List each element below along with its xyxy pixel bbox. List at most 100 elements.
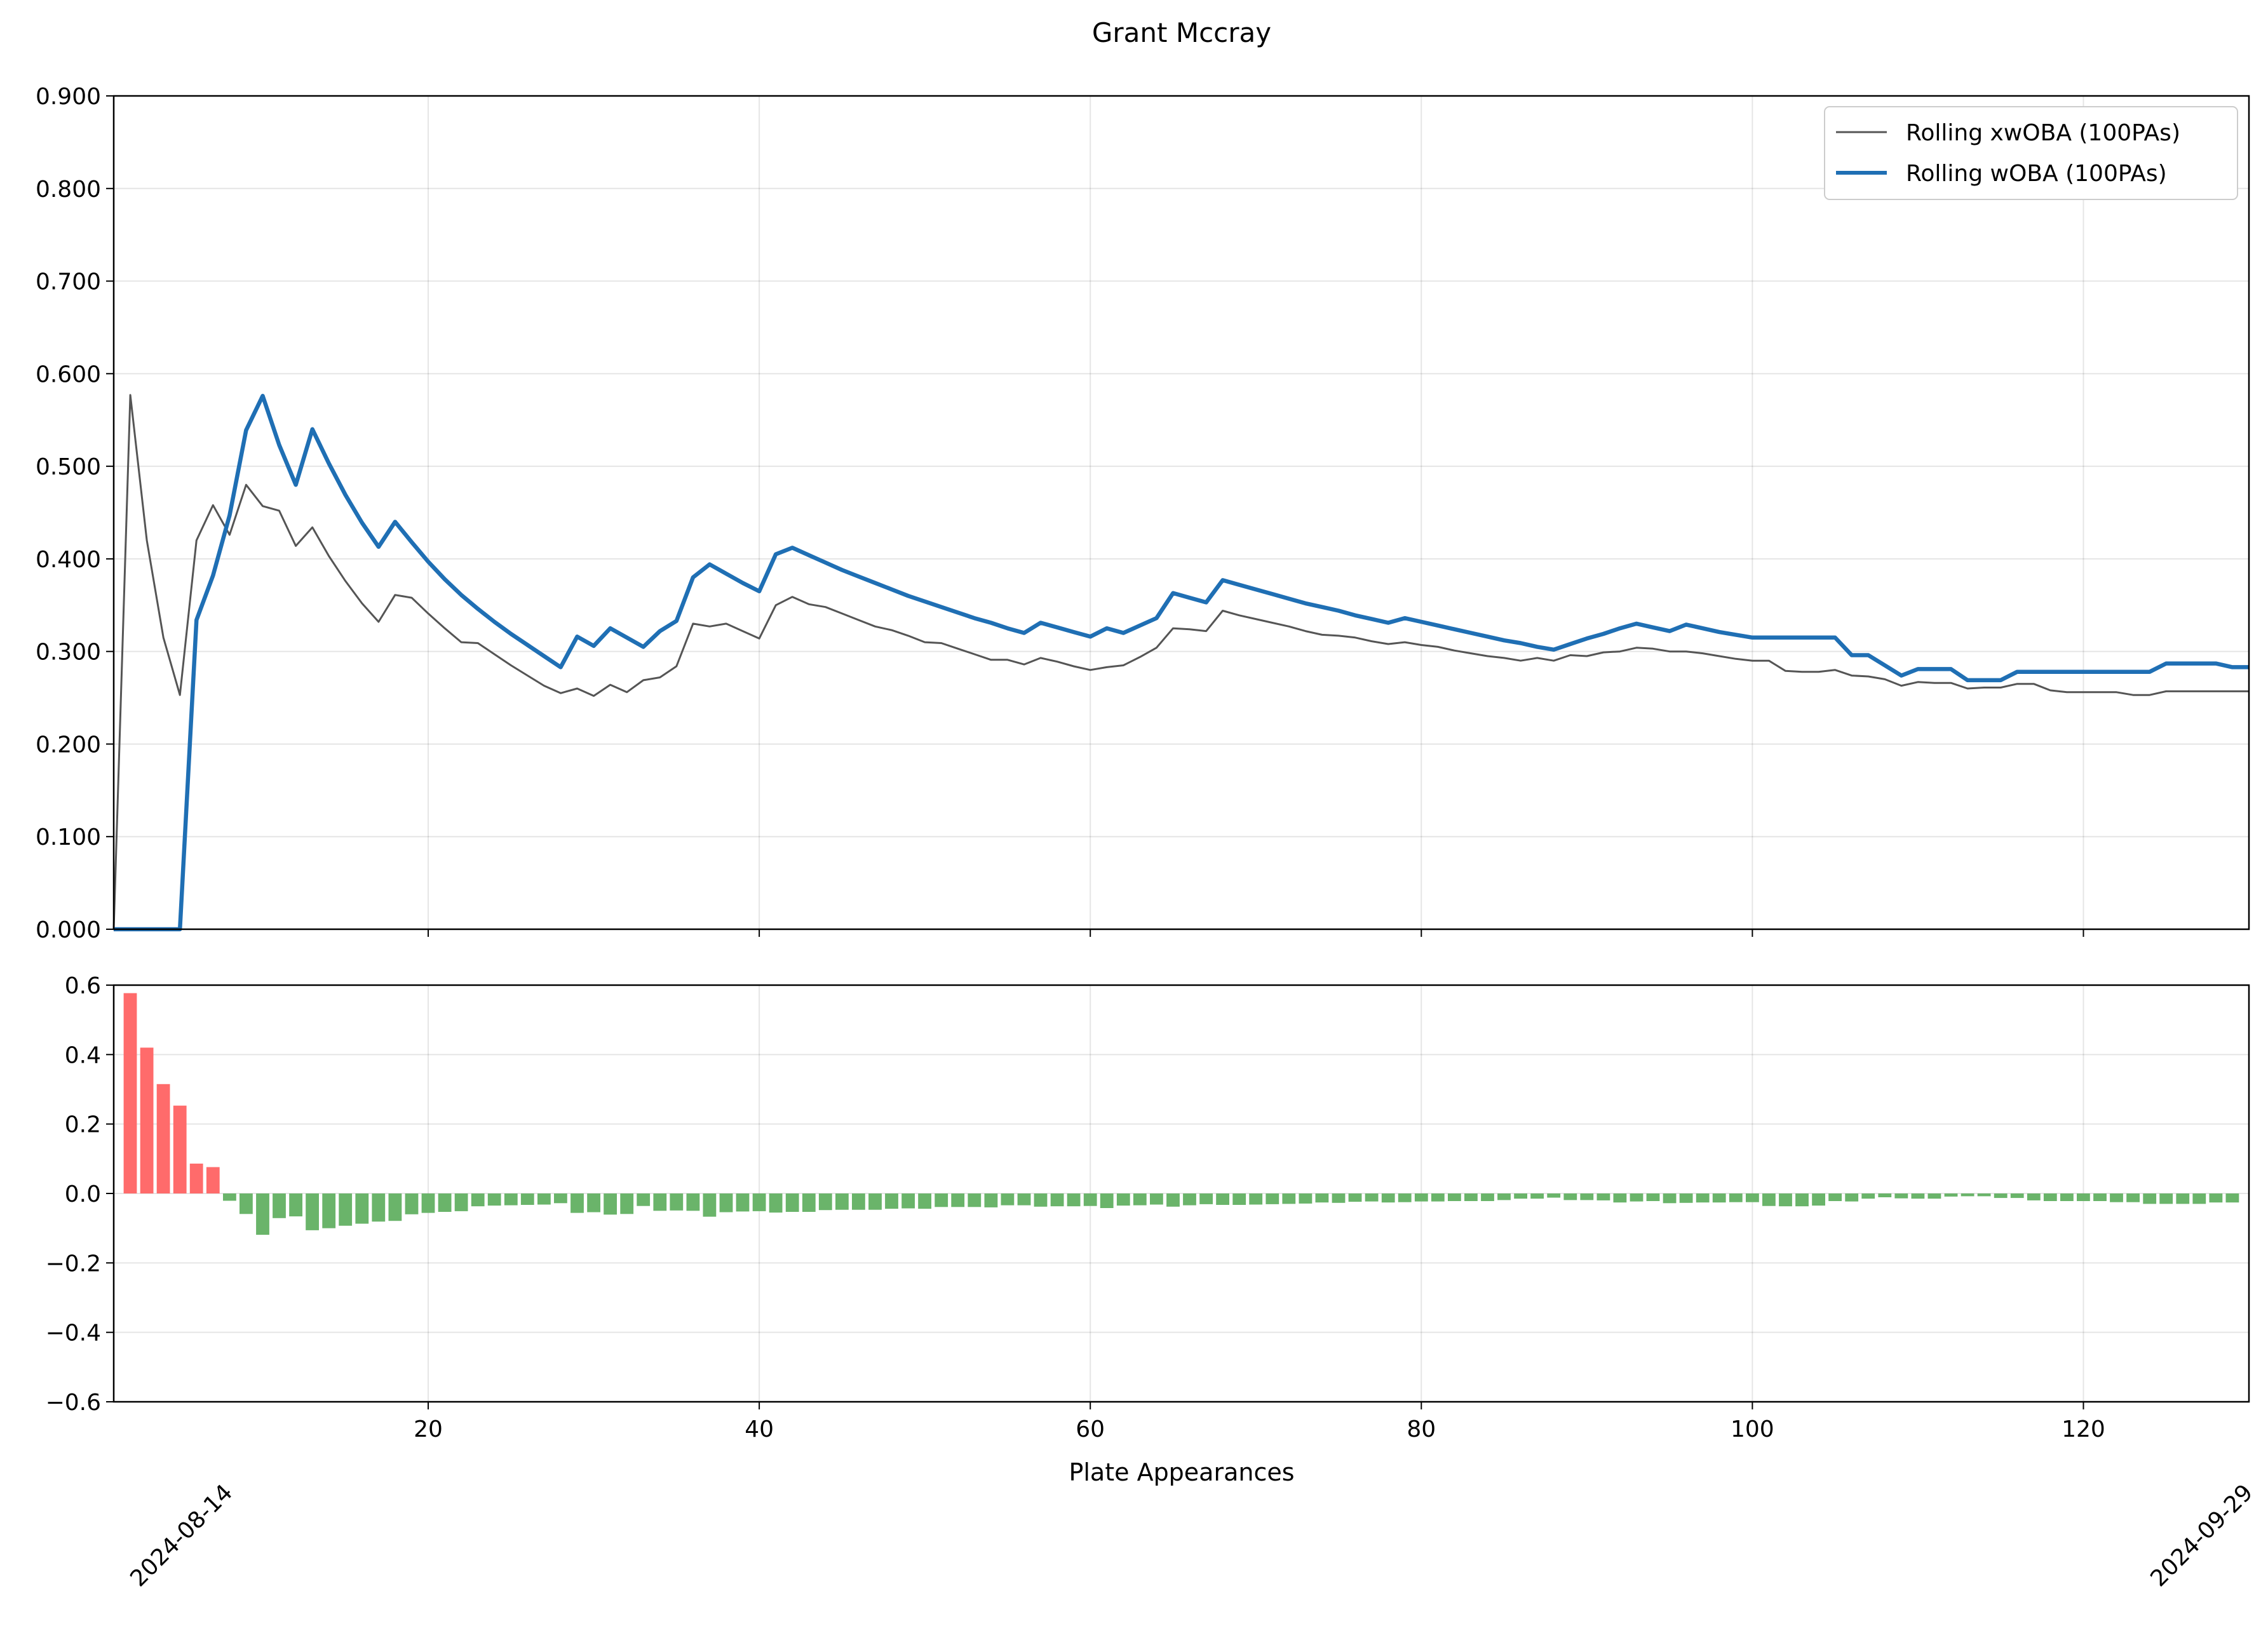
bottom-y-tick-label: 0.6 bbox=[65, 973, 101, 999]
difference-bar bbox=[537, 1193, 551, 1205]
difference-bar bbox=[2093, 1193, 2107, 1201]
difference-bar bbox=[454, 1193, 468, 1211]
bottom-y-tick-label: −0.4 bbox=[46, 1320, 101, 1347]
top-y-tick-label: 0.600 bbox=[36, 361, 101, 387]
difference-bar bbox=[935, 1193, 948, 1207]
difference-bar bbox=[2143, 1193, 2157, 1204]
difference-bar bbox=[1547, 1193, 1561, 1198]
difference-bar bbox=[140, 1047, 154, 1193]
difference-bar bbox=[2159, 1193, 2173, 1204]
difference-bar bbox=[1232, 1193, 1246, 1205]
difference-bar bbox=[1712, 1193, 1726, 1203]
end-date-label: 2024-09-29 bbox=[2145, 1479, 2258, 1592]
difference-bar bbox=[1762, 1193, 1776, 1206]
x-tick-label: 100 bbox=[1731, 1416, 1774, 1442]
start-date-label: 2024-08-14 bbox=[125, 1479, 238, 1592]
difference-bar bbox=[1332, 1193, 1346, 1203]
difference-bar bbox=[1944, 1193, 1958, 1197]
difference-bar bbox=[2027, 1193, 2041, 1200]
legend-box bbox=[1824, 106, 2238, 200]
difference-bar bbox=[719, 1193, 733, 1213]
difference-bar bbox=[1431, 1193, 1445, 1202]
difference-bar bbox=[1365, 1193, 1379, 1202]
bottom-bars bbox=[123, 993, 2239, 1235]
difference-bar bbox=[223, 1193, 236, 1201]
top-y-tick-label: 0.900 bbox=[36, 84, 101, 110]
difference-bar bbox=[322, 1193, 336, 1228]
difference-bar bbox=[2060, 1193, 2074, 1201]
bottom-y-axis: −0.6 −0.4 −0.2 0.0 0.2 0.4 0.6 bbox=[46, 973, 114, 1416]
difference-bar bbox=[1083, 1193, 1097, 1206]
difference-bar bbox=[1563, 1193, 1577, 1200]
difference-bar bbox=[554, 1193, 567, 1204]
difference-bar bbox=[306, 1193, 319, 1230]
difference-bar bbox=[1530, 1193, 1544, 1199]
bottom-y-tick-label: 0.2 bbox=[65, 1112, 101, 1138]
xwoba-line bbox=[112, 394, 2249, 930]
difference-bar bbox=[189, 1164, 203, 1193]
top-y-tick-label: 0.200 bbox=[36, 732, 101, 758]
difference-bar bbox=[1696, 1193, 1710, 1203]
difference-bar bbox=[1001, 1193, 1015, 1206]
top-series bbox=[112, 394, 2249, 932]
difference-bar bbox=[1630, 1193, 1644, 1202]
difference-bar bbox=[752, 1193, 766, 1211]
difference-bar bbox=[123, 993, 137, 1193]
x-tick-label: 80 bbox=[1407, 1416, 1436, 1442]
difference-bar bbox=[2209, 1193, 2223, 1203]
chart-title: Grant Mccray bbox=[1092, 17, 1271, 48]
top-y-tick-label: 0.000 bbox=[36, 917, 101, 943]
difference-bar bbox=[802, 1193, 816, 1212]
top-y-tick-label: 0.500 bbox=[36, 454, 101, 480]
difference-bar bbox=[1116, 1193, 1130, 1206]
difference-bar bbox=[1729, 1193, 1743, 1202]
difference-bar bbox=[968, 1193, 982, 1207]
top-plot-frame bbox=[112, 95, 2250, 931]
difference-bar bbox=[785, 1193, 799, 1212]
difference-bar bbox=[1398, 1193, 1412, 1202]
difference-bar bbox=[504, 1193, 518, 1206]
difference-bar bbox=[487, 1193, 501, 1206]
difference-bar bbox=[520, 1193, 534, 1205]
woba-line bbox=[114, 394, 2249, 932]
difference-bar bbox=[1414, 1193, 1428, 1202]
difference-bar bbox=[2043, 1193, 2057, 1201]
legend-label-xwoba: Rolling xwOBA (100PAs) bbox=[1906, 120, 2180, 146]
difference-bar bbox=[2110, 1193, 2123, 1202]
difference-bar bbox=[1878, 1193, 1892, 1197]
difference-bar bbox=[1894, 1193, 1908, 1199]
difference-bar bbox=[951, 1193, 965, 1207]
difference-bar bbox=[1299, 1193, 1313, 1204]
difference-bar bbox=[1464, 1193, 1478, 1201]
difference-bar bbox=[1481, 1193, 1494, 1201]
x-tick-label: 20 bbox=[414, 1416, 443, 1442]
top-y-tick-label: 0.300 bbox=[36, 640, 101, 666]
difference-bar bbox=[1613, 1193, 1627, 1203]
top-y-axis: 0.000 0.100 0.200 0.300 0.400 0.500 0.600 0.700… bbox=[36, 84, 114, 943]
difference-bar bbox=[868, 1193, 882, 1210]
difference-bar bbox=[1596, 1193, 1610, 1200]
difference-bar bbox=[1746, 1193, 1759, 1202]
difference-bar bbox=[1961, 1193, 1974, 1197]
difference-bar bbox=[637, 1193, 651, 1206]
difference-bar bbox=[653, 1193, 667, 1211]
difference-bar bbox=[156, 1084, 170, 1193]
difference-bar bbox=[240, 1193, 253, 1214]
x-tick-label: 40 bbox=[745, 1416, 774, 1442]
difference-bar bbox=[256, 1193, 269, 1235]
bottom-x-axis: 20 40 60 80 100 120 bbox=[414, 1402, 2105, 1442]
difference-bar bbox=[1497, 1193, 1511, 1200]
difference-bar bbox=[421, 1193, 435, 1213]
difference-bar bbox=[1977, 1193, 1991, 1197]
difference-bar bbox=[289, 1193, 302, 1217]
difference-bar bbox=[339, 1193, 353, 1226]
difference-bar bbox=[1381, 1193, 1395, 1203]
difference-bar bbox=[1448, 1193, 1461, 1201]
difference-bar bbox=[1994, 1193, 2008, 1199]
difference-bar bbox=[273, 1193, 286, 1218]
difference-bar bbox=[1315, 1193, 1329, 1203]
difference-bar bbox=[769, 1193, 783, 1213]
top-y-tick-label: 0.400 bbox=[36, 547, 101, 573]
